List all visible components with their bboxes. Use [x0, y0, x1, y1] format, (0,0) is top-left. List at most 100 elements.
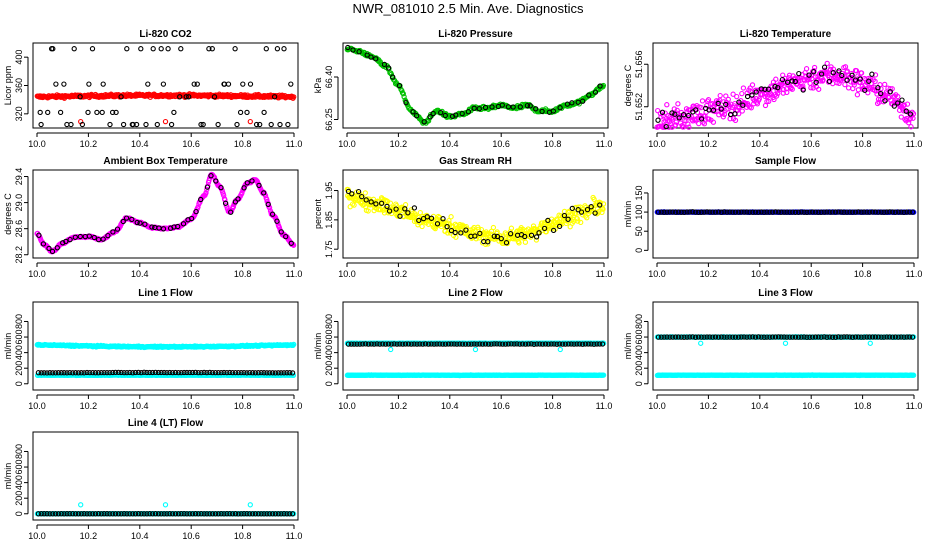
data-point: [724, 334, 730, 340]
data-point: [664, 334, 670, 340]
data-point: [414, 341, 420, 347]
data-point: [67, 369, 73, 376]
data-point: [453, 234, 459, 240]
x-tick-label: 10.6: [802, 269, 820, 279]
data-point: [810, 85, 816, 91]
data-point: [715, 334, 722, 340]
data-point: [533, 237, 540, 243]
data-point: [857, 76, 863, 82]
data-point: [78, 370, 84, 376]
data-point: [882, 81, 888, 88]
series-green: [344, 45, 607, 126]
data-point: [177, 94, 183, 100]
data-point: [387, 200, 394, 206]
data-point: [693, 107, 699, 113]
data-point: [499, 102, 505, 108]
data-point: [175, 223, 181, 230]
series-cyan: [344, 372, 607, 379]
data-point: [812, 209, 819, 215]
data-point: [732, 209, 739, 215]
data-point: [289, 370, 296, 376]
data-point: [662, 110, 668, 116]
data-point: [747, 334, 753, 340]
y-tick-label: 360: [14, 78, 24, 93]
data-point: [75, 370, 82, 376]
data-point: [101, 369, 107, 376]
data-point: [419, 223, 425, 230]
data-point: [109, 109, 116, 116]
y-tick-label: 0: [324, 381, 334, 386]
x-tick-label: 10.2: [390, 139, 408, 149]
x-tick-label: 11.0: [596, 139, 613, 149]
data-point: [772, 334, 779, 340]
data-point: [514, 341, 520, 347]
x-tick-label: 10.2: [700, 401, 718, 411]
data-point: [522, 341, 529, 347]
data-point: [198, 121, 204, 128]
data-point: [274, 46, 281, 52]
data-point: [269, 211, 276, 217]
data-point: [195, 204, 201, 210]
data-point: [738, 209, 744, 215]
x-tick-label: 10.8: [544, 401, 562, 411]
data-point: [809, 209, 816, 215]
data-point: [675, 101, 681, 107]
data-point: [472, 233, 478, 239]
data-point: [597, 202, 603, 208]
y-axis-label: ml/min: [623, 333, 633, 360]
data-point: [844, 77, 850, 83]
data-point: [124, 46, 130, 52]
data-point: [767, 209, 773, 215]
data-point: [600, 82, 607, 89]
y-axis-label: ml/min: [3, 333, 13, 360]
data-point: [77, 233, 83, 240]
data-point: [36, 232, 42, 238]
data-point: [533, 106, 539, 112]
data-point: [288, 240, 294, 246]
data-point: [672, 334, 679, 340]
x-tick-label: 10.0: [338, 269, 356, 279]
data-point: [899, 97, 905, 103]
data-point: [160, 81, 167, 87]
data-point: [135, 369, 142, 376]
data-point: [247, 369, 253, 376]
data-point: [878, 90, 884, 97]
data-point: [430, 110, 436, 117]
data-point: [351, 202, 357, 208]
data-point: [428, 341, 434, 347]
data-point: [222, 197, 228, 203]
data-point: [55, 370, 62, 376]
data-point: [138, 369, 144, 376]
data-point: [580, 98, 586, 104]
data-point: [222, 200, 229, 206]
data-point: [701, 209, 707, 215]
data-point: [557, 346, 563, 353]
data-point: [686, 124, 692, 130]
data-point: [498, 235, 504, 242]
data-point: [815, 209, 821, 215]
data-point: [715, 100, 721, 107]
data-point: [753, 89, 759, 95]
data-point: [100, 236, 106, 242]
data-point: [118, 369, 124, 376]
y-tick-label: 1.85: [324, 211, 334, 229]
data-point: [417, 209, 423, 216]
data-point: [675, 209, 682, 215]
x-tick-label: 10.6: [802, 401, 820, 411]
data-point: [739, 108, 745, 114]
data-point: [68, 121, 74, 128]
data-point: [858, 209, 864, 215]
data-point: [582, 341, 589, 347]
series-cyan: [698, 340, 873, 346]
data-point: [471, 341, 477, 347]
data-point: [875, 85, 881, 91]
data-point: [792, 78, 798, 85]
x-tick-label: 10.2: [390, 401, 408, 411]
data-point: [685, 112, 692, 119]
data-point: [380, 341, 386, 347]
data-point: [38, 370, 44, 376]
y-tick-label: 29.4: [14, 168, 24, 186]
x-tick-label: 10.0: [28, 269, 46, 279]
